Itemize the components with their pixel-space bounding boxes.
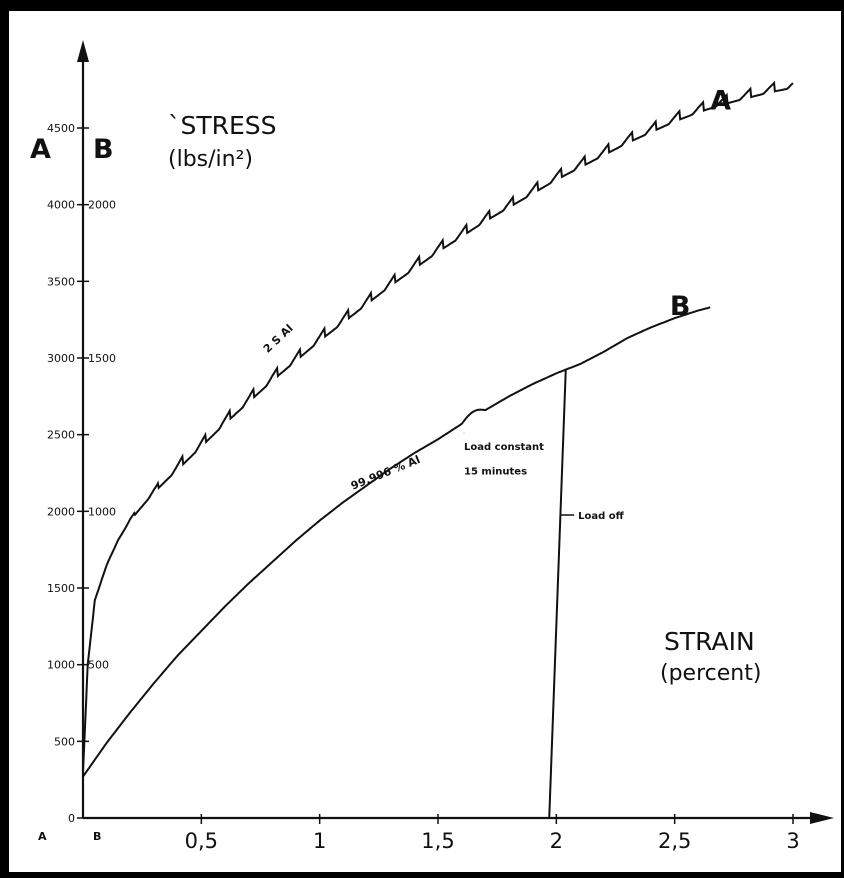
y-tick-label-b: 500: [88, 659, 109, 672]
y-axis-unit: (lbs/in²): [168, 147, 253, 172]
y-tick-label-a: 3500: [47, 275, 75, 288]
y-tick-label-a: 1000: [47, 659, 75, 672]
y-tick-label-a: 4000: [47, 199, 75, 212]
y-tick-label-b: 1000: [88, 505, 116, 518]
y-axis-title: `STRESS: [168, 111, 277, 140]
y-tick-label-a: 0: [68, 812, 75, 825]
y-tick-label-b: 1500: [88, 352, 116, 365]
x-tick-label: 1: [313, 829, 326, 853]
y-tick-label-a: 1500: [47, 582, 75, 595]
y-tick-label-a: 500: [54, 735, 75, 748]
x-tick-label: 0,5: [185, 829, 218, 853]
annotation-15-minutes: 15 minutes: [464, 466, 527, 477]
x-origin-label-a: A: [38, 830, 47, 843]
y-tick-label-a: 2000: [47, 505, 75, 518]
x-tick-label: 2,5: [658, 829, 691, 853]
x-tick-label: 2: [550, 829, 563, 853]
x-axis-title: STRAIN: [664, 627, 755, 656]
y-tick-label-a: 4500: [47, 122, 75, 135]
x-tick-label: 3: [786, 829, 799, 853]
series-a-name: A: [710, 86, 731, 117]
unloading-line: [548, 368, 567, 819]
scale-label-b: B: [93, 134, 114, 165]
series-a-line: [82, 80, 794, 773]
y-axis-arrow-icon: [77, 40, 89, 62]
x-tick-label: 1,5: [421, 829, 454, 853]
y-tick-label-a: 2500: [47, 429, 75, 442]
x-origin-label-b: B: [93, 830, 101, 843]
x-axis-arrow-icon: [810, 812, 834, 824]
scale-label-a: A: [30, 134, 51, 165]
annotation-load-constant: Load constant: [464, 442, 544, 453]
annotation-load-off: Load off: [578, 511, 625, 522]
y-tick-label-b: 2000: [88, 199, 116, 212]
series-b-name: B: [670, 291, 691, 322]
y-tick-label-a: 3000: [47, 352, 75, 365]
series-b-curve-label: 99.996 % Al: [349, 453, 422, 493]
series-b-line: [82, 306, 711, 778]
x-axis-unit: (percent): [660, 661, 761, 686]
series-a-curve-label: 2 S Al: [261, 322, 296, 356]
